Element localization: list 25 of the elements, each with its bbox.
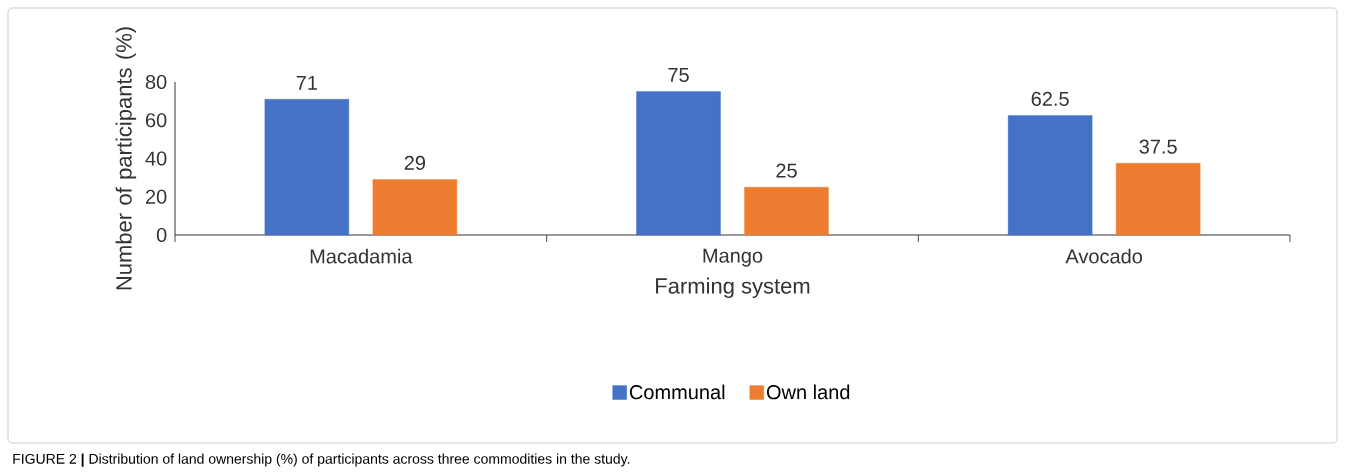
- y-tick-label: 60: [145, 113, 167, 128]
- bar: [636, 91, 721, 236]
- bar: [744, 186, 829, 236]
- legend-label: Communal: [629, 384, 725, 400]
- bar: [1115, 163, 1201, 236]
- bar: [264, 99, 350, 236]
- x-axis-title: Farming system: [656, 277, 810, 299]
- x-tick-label: Mango: [703, 248, 763, 267]
- y-axis-title: Number of participants (%): [115, 27, 137, 290]
- legend-label: Own land: [766, 384, 850, 400]
- bar: [372, 179, 458, 236]
- bar: [1007, 115, 1093, 236]
- data-label: 75: [668, 68, 689, 83]
- y-tick-label: 0: [156, 227, 167, 243]
- data-label: 25: [776, 163, 797, 178]
- y-tick-label: 80: [145, 74, 167, 90]
- data-label: 62.5: [1031, 91, 1069, 106]
- y-tick-label: 40: [145, 151, 167, 166]
- y-tick-label: 20: [145, 189, 167, 204]
- x-tick-label: Avocado: [1065, 248, 1143, 264]
- caption: FIGURE 2 | Distribution of land ownership (%) of participants across three commodities in the study.: [13, 453, 630, 467]
- data-label: 71: [296, 75, 317, 90]
- data-label: 37.5: [1139, 139, 1177, 154]
- data-label: 29: [404, 155, 426, 170]
- x-tick-label: Macadamia: [310, 248, 413, 264]
